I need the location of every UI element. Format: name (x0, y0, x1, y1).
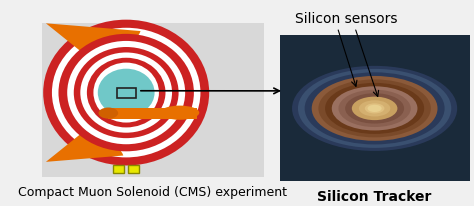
Ellipse shape (345, 94, 404, 124)
Ellipse shape (359, 101, 391, 117)
Ellipse shape (43, 21, 209, 166)
Text: Silicon Tracker: Silicon Tracker (318, 190, 432, 203)
Ellipse shape (365, 104, 384, 114)
Bar (117, 89, 136, 98)
Ellipse shape (52, 29, 201, 158)
Ellipse shape (338, 90, 411, 127)
Wedge shape (46, 24, 140, 63)
Ellipse shape (99, 108, 118, 119)
Ellipse shape (98, 69, 155, 117)
Ellipse shape (160, 106, 199, 120)
Ellipse shape (93, 63, 159, 123)
Ellipse shape (352, 97, 397, 121)
Ellipse shape (298, 70, 451, 148)
Ellipse shape (58, 35, 194, 152)
Bar (280, 36, 470, 181)
Ellipse shape (305, 73, 445, 145)
Ellipse shape (367, 105, 382, 112)
Bar (128, 165, 139, 173)
Ellipse shape (325, 83, 424, 134)
Text: Compact Muon Solenoid (CMS) experiment: Compact Muon Solenoid (CMS) experiment (18, 185, 287, 198)
Ellipse shape (87, 59, 165, 128)
Bar (109, 108, 198, 119)
Ellipse shape (312, 77, 438, 141)
Ellipse shape (67, 42, 185, 145)
Bar (113, 165, 124, 173)
Bar (42, 24, 264, 177)
Ellipse shape (319, 80, 431, 138)
Ellipse shape (74, 48, 179, 138)
Ellipse shape (292, 67, 457, 151)
Text: Silicon sensors: Silicon sensors (295, 12, 397, 26)
Ellipse shape (80, 53, 172, 133)
Ellipse shape (332, 87, 418, 131)
Wedge shape (46, 131, 123, 162)
